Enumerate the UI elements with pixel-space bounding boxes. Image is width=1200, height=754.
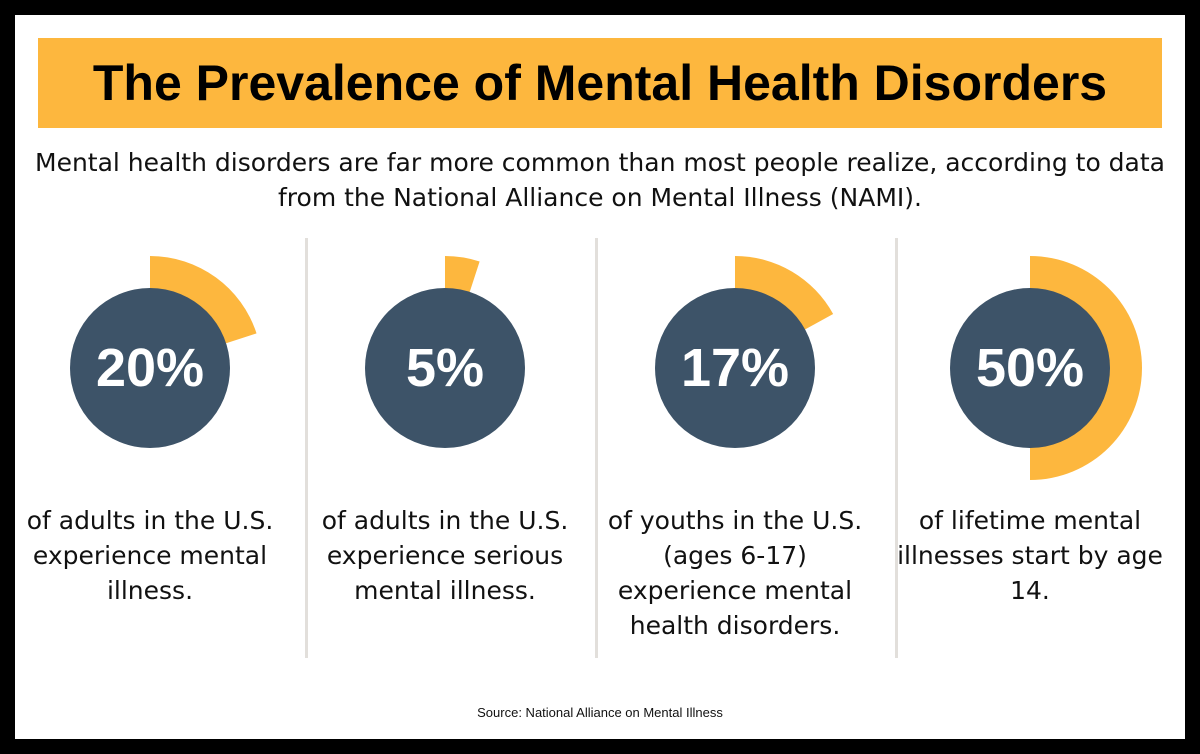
source-note: Source: National Alliance on Mental Illn… — [477, 705, 723, 720]
stat-rings — [70, 256, 1142, 480]
stat-circle — [655, 288, 815, 448]
stat-description: of youths in the U.S. (ages 6-17) experi… — [607, 506, 863, 640]
stat-description: of adults in the U.S. experience serious… — [321, 506, 569, 605]
stat-circle — [950, 288, 1110, 448]
stat-value: 50% — [975, 338, 1085, 398]
subtitle: Mental health disorders are far more com… — [35, 148, 1165, 212]
stat-circle — [365, 288, 525, 448]
infographic-card: The Prevalence of Mental Health Disorder… — [15, 15, 1185, 739]
stat-value: 20% — [95, 338, 205, 398]
divider — [595, 238, 598, 658]
stat-description: of lifetime mental illnesses start by ag… — [897, 506, 1163, 605]
title-banner: The Prevalence of Mental Health Disorder… — [38, 38, 1162, 128]
stat-value: 5% — [405, 338, 485, 398]
page-title: The Prevalence of Mental Health Disorder… — [92, 55, 1108, 111]
stat-value: 17% — [680, 338, 790, 398]
divider — [895, 238, 898, 658]
stat-circle — [70, 288, 230, 448]
divider — [305, 238, 308, 658]
stat-description: of adults in the U.S. experience mental … — [26, 506, 274, 605]
